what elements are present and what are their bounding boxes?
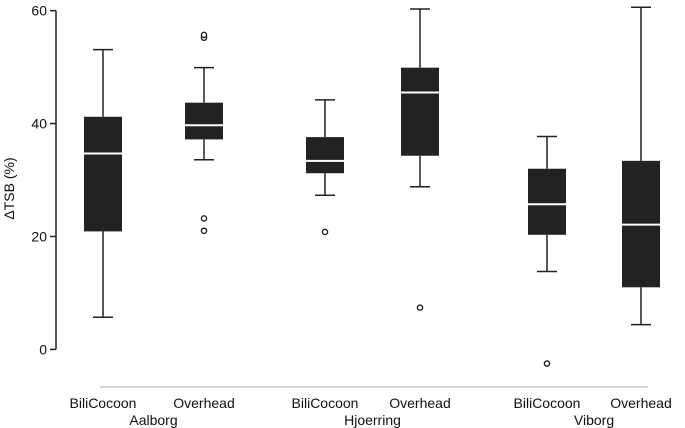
- iqr-box: [528, 168, 566, 235]
- outlier-point: [200, 227, 208, 235]
- y-tick-label: 60: [31, 3, 47, 19]
- category-label: BiliCocoon: [292, 395, 359, 411]
- y-tick-label: 0: [39, 341, 47, 357]
- box-aalborg-bilicocoon: [84, 48, 122, 318]
- group-label-aalborg: Aalborg: [129, 412, 177, 428]
- iqr-box: [84, 116, 122, 232]
- group-label-hjoerring: Hjoerring: [344, 412, 401, 428]
- y-tick-label: 40: [31, 116, 47, 132]
- outlier-point: [543, 360, 551, 367]
- box-viborg-overhead: [622, 6, 660, 326]
- category-label: BiliCocoon: [70, 395, 137, 411]
- group-label-viborg: Viborg: [574, 412, 614, 428]
- category-label: Overhead: [173, 395, 234, 411]
- box-hjoerring-overhead: [401, 8, 439, 311]
- category-label: Overhead: [610, 395, 671, 411]
- box-series: [84, 6, 660, 367]
- box-hjoerring-bilicocoon: [306, 99, 344, 236]
- outlier-point: [200, 215, 208, 222]
- box-viborg-bilicocoon: [528, 135, 566, 367]
- box-aalborg-overhead: [185, 31, 223, 235]
- category-label: Overhead: [389, 395, 450, 411]
- iqr-box: [185, 102, 223, 140]
- outlier-point: [200, 31, 208, 39]
- y-tick-label: 20: [31, 228, 47, 244]
- outlier-point: [416, 304, 424, 311]
- y-axis-ticks: 0 20 40 60: [31, 3, 56, 357]
- iqr-box: [401, 67, 439, 156]
- iqr-box: [306, 137, 344, 174]
- outlier-point: [321, 228, 329, 236]
- y-axis-title: ΔTSB (%): [1, 157, 17, 219]
- category-label: BiliCocoon: [514, 395, 581, 411]
